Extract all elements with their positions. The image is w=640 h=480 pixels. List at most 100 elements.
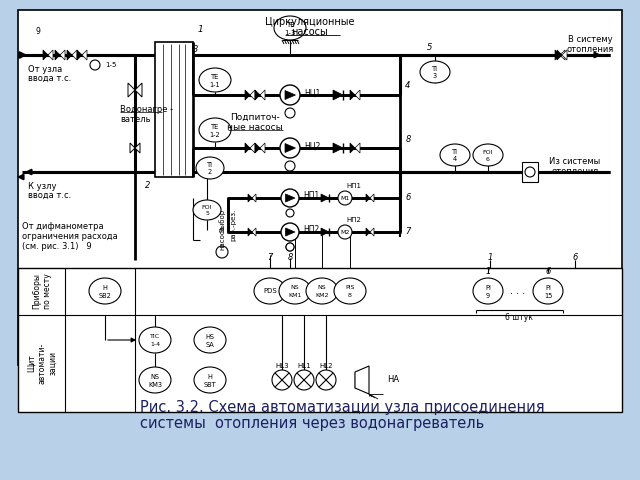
Polygon shape (77, 50, 82, 60)
Polygon shape (245, 90, 250, 100)
Text: . . .: . . . (510, 286, 525, 296)
Polygon shape (252, 194, 256, 202)
Ellipse shape (194, 367, 226, 393)
Circle shape (281, 189, 299, 207)
Polygon shape (48, 50, 53, 60)
Polygon shape (370, 228, 374, 236)
Text: (см. рис. 3.1)   9: (см. рис. 3.1) 9 (22, 242, 92, 251)
Text: 4: 4 (453, 156, 457, 162)
Text: Подпиточ-: Подпиточ- (230, 112, 280, 121)
Polygon shape (130, 143, 135, 153)
Text: SA: SA (205, 342, 214, 348)
Text: Из системы: Из системы (549, 157, 600, 167)
Polygon shape (557, 50, 562, 60)
Polygon shape (55, 50, 60, 60)
Ellipse shape (473, 144, 503, 166)
Text: 5: 5 (205, 211, 209, 216)
Ellipse shape (89, 278, 121, 304)
Text: HL2: HL2 (319, 363, 333, 369)
Text: 2: 2 (145, 180, 150, 190)
Text: раб.-рез.: раб.-рез. (230, 209, 236, 241)
Text: ввода т.с.: ввода т.с. (28, 191, 71, 200)
Text: H: H (102, 285, 108, 291)
Text: 1-3: 1-3 (284, 30, 296, 36)
Text: HL3: HL3 (275, 363, 289, 369)
Circle shape (294, 370, 314, 390)
Text: 1: 1 (197, 25, 203, 35)
Ellipse shape (473, 278, 503, 304)
Bar (193, 95, 400, 148)
Text: К узлу: К узлу (28, 182, 56, 191)
Text: 1-5: 1-5 (105, 62, 116, 68)
Polygon shape (135, 83, 142, 97)
Polygon shape (248, 194, 252, 202)
Bar (195, 97, 398, 146)
Text: ограничения расхода: ограничения расхода (22, 232, 118, 241)
Polygon shape (355, 366, 369, 394)
Text: 1: 1 (485, 267, 491, 276)
Text: NS: NS (150, 374, 159, 380)
Text: 6 штук: 6 штук (505, 313, 533, 323)
Ellipse shape (306, 278, 338, 304)
Bar (522, 162, 538, 182)
Ellipse shape (440, 144, 470, 166)
Ellipse shape (139, 327, 171, 353)
Text: Циркуляционные: Циркуляционные (265, 17, 355, 27)
Text: SBT: SBT (204, 382, 216, 388)
Polygon shape (128, 83, 135, 97)
Circle shape (90, 60, 100, 70)
Polygon shape (350, 143, 355, 153)
Text: 3: 3 (193, 46, 198, 55)
Text: 8: 8 (405, 135, 411, 144)
Text: PI: PI (545, 285, 551, 291)
Text: системы  отопления через водонагреватель: системы отопления через водонагреватель (140, 416, 484, 431)
Circle shape (286, 243, 294, 251)
Text: 8: 8 (348, 293, 352, 299)
Polygon shape (350, 90, 355, 100)
Ellipse shape (420, 61, 450, 83)
Ellipse shape (199, 118, 231, 142)
Text: 1-4: 1-4 (150, 342, 160, 348)
Polygon shape (562, 50, 567, 60)
Text: 5: 5 (428, 43, 433, 51)
Polygon shape (250, 143, 255, 153)
Bar (18, 10, 622, 365)
Circle shape (286, 243, 294, 251)
Text: 1-1: 1-1 (210, 82, 220, 87)
Circle shape (281, 223, 299, 241)
Ellipse shape (279, 278, 311, 304)
Circle shape (285, 108, 295, 118)
Ellipse shape (334, 278, 366, 304)
Text: насосы: насосы (292, 27, 328, 37)
Bar (228, 198, 400, 232)
Text: PI: PI (485, 285, 491, 291)
Text: NS: NS (291, 285, 300, 290)
Text: ввода т.с.: ввода т.с. (28, 74, 71, 83)
Text: НА: НА (387, 375, 399, 384)
Polygon shape (321, 228, 329, 236)
Text: HL1: HL1 (297, 363, 311, 369)
Polygon shape (255, 143, 260, 153)
Text: SB2: SB2 (99, 293, 111, 299)
Text: насоса: насоса (219, 226, 225, 251)
Text: 4: 4 (405, 82, 411, 91)
Text: 3: 3 (433, 73, 437, 79)
Polygon shape (366, 228, 370, 236)
Text: М1: М1 (340, 195, 349, 201)
Polygon shape (252, 228, 256, 236)
Polygon shape (260, 143, 265, 153)
Polygon shape (370, 194, 374, 202)
Text: TE: TE (211, 124, 219, 130)
Text: НП2: НП2 (303, 226, 319, 235)
Text: Щит
автомати-
зации: Щит автомати- зации (27, 342, 57, 384)
Text: 7: 7 (405, 228, 411, 237)
Text: KM1: KM1 (288, 293, 301, 299)
Text: НП2: НП2 (346, 217, 361, 223)
Polygon shape (135, 143, 140, 153)
Circle shape (280, 85, 300, 105)
Polygon shape (355, 90, 360, 100)
Text: FOI: FOI (483, 150, 493, 155)
Ellipse shape (274, 16, 306, 40)
Text: отопления: отопления (566, 46, 614, 55)
Polygon shape (260, 90, 265, 100)
